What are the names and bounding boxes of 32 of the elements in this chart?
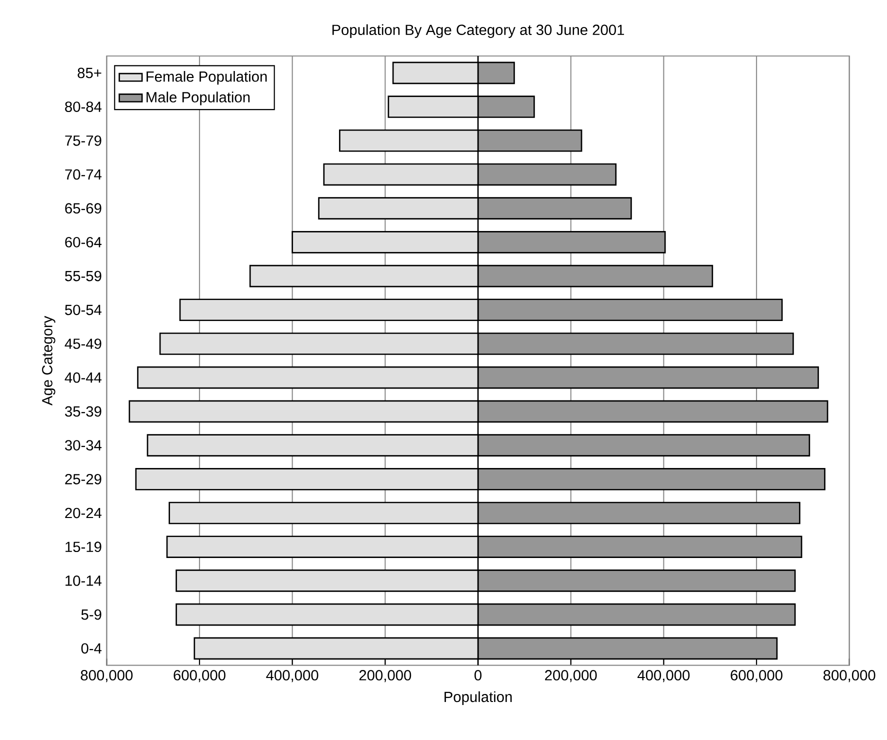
chart-title: Population By Age Category at 30 June 2001 bbox=[332, 24, 624, 38]
y-tick-label: 40-44 bbox=[64, 372, 102, 383]
x-tick-label: 0 bbox=[474, 670, 482, 680]
y-tick-label: 25-29 bbox=[65, 474, 102, 484]
y-tick-label: 10-14 bbox=[66, 576, 102, 586]
y-tick-label: 65-69 bbox=[65, 203, 102, 214]
x-tick-label: 400,000 bbox=[638, 670, 690, 682]
y-tick-label: 20-24 bbox=[65, 508, 102, 518]
legend-label: Male Population bbox=[146, 92, 250, 106]
x-tick-label: 200,000 bbox=[545, 670, 597, 682]
y-tick-label: 85+ bbox=[78, 68, 102, 78]
y-tick-label: 50-54 bbox=[65, 304, 102, 316]
x-tick-label: 400,000 bbox=[266, 670, 318, 682]
legend-label: Female Population bbox=[146, 71, 267, 85]
y-tick-label: 45-49 bbox=[64, 338, 102, 349]
y-tick-label: 35-39 bbox=[65, 406, 102, 417]
y-tick-label: 30-34 bbox=[65, 440, 102, 450]
x-tick-label: 600,000 bbox=[730, 670, 782, 682]
y-tick-label: 75-79 bbox=[65, 135, 102, 146]
y-tick-label: 70-74 bbox=[65, 169, 102, 180]
x-tick-label: 800,000 bbox=[823, 670, 876, 682]
y-tick-label: 55-59 bbox=[65, 270, 102, 282]
y-tick-label: 0-4 bbox=[81, 643, 102, 654]
x-tick-label: 200,000 bbox=[359, 670, 412, 682]
x-tick-label: 600,000 bbox=[174, 670, 226, 682]
x-tick-label: 800,000 bbox=[80, 670, 133, 682]
y-tick-label: 80-84 bbox=[65, 102, 102, 112]
y-tick-label: 5-9 bbox=[81, 609, 102, 620]
y-axis-title: Age Category bbox=[42, 316, 56, 406]
x-axis-title: Population bbox=[444, 691, 512, 705]
y-tick-label: 60-64 bbox=[65, 237, 102, 248]
y-tick-label: 15-19 bbox=[66, 542, 102, 552]
